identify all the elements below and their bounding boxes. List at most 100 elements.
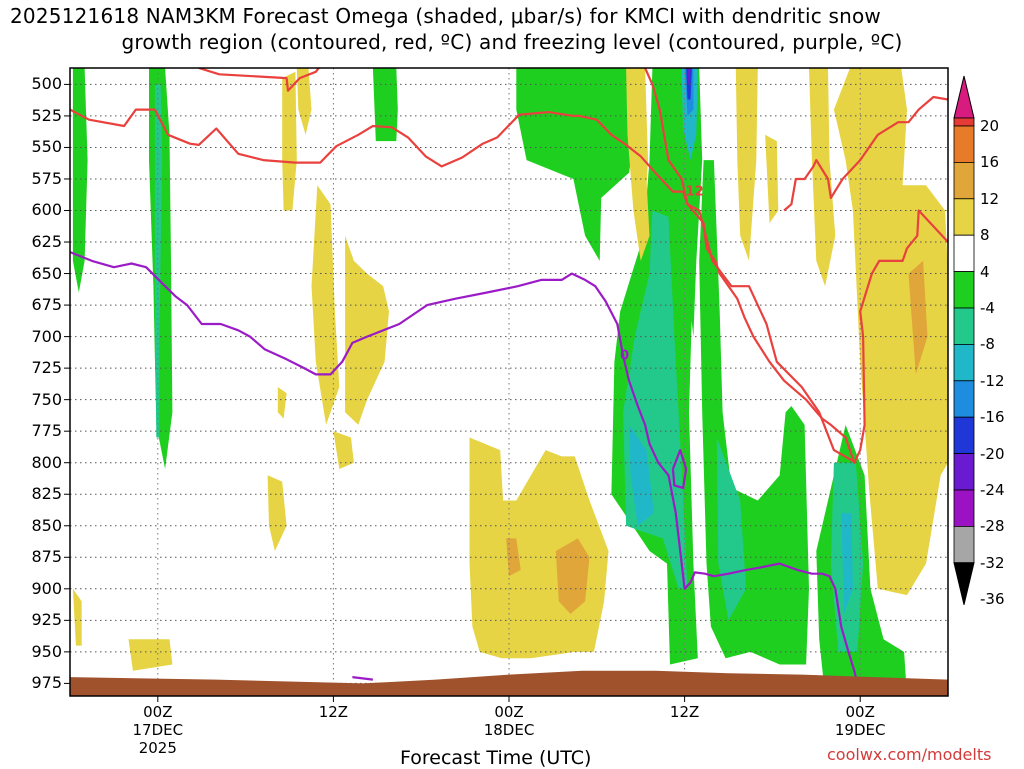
omega-shade-region xyxy=(841,513,853,614)
colorbar-label: 8 xyxy=(980,226,990,245)
x-tick-label: 12Z xyxy=(318,703,349,721)
freezing-level-contour xyxy=(671,449,688,489)
colorbar-bin xyxy=(953,307,975,345)
omega-shade-region xyxy=(833,68,948,596)
omega-shade-region xyxy=(277,387,287,419)
freezing-level-contour xyxy=(70,251,862,696)
dgz-contour xyxy=(783,95,948,212)
colorbar-bin xyxy=(953,416,975,455)
x-tick-label: 2025 xyxy=(138,739,177,757)
omega-shade-region xyxy=(735,68,758,261)
dgz-contour xyxy=(198,68,320,92)
x-tick-label: 18DEC xyxy=(483,721,535,739)
dgz-contour xyxy=(644,68,857,464)
colorbar-bin xyxy=(953,117,975,127)
colorbar-label: -32 xyxy=(980,553,1005,572)
grid-lines xyxy=(64,68,948,702)
colorbar-bin xyxy=(953,198,975,236)
x-axis-title: Forecast Time (UTC) xyxy=(400,747,592,769)
y-tick-label: 675 xyxy=(31,295,62,315)
omega-shade-region xyxy=(333,431,354,469)
y-tick-label: 825 xyxy=(31,484,62,504)
omega-shade-region xyxy=(908,260,928,375)
omega-shade-region xyxy=(154,84,163,438)
colorbar-bin xyxy=(953,489,975,527)
colorbar-label: 16 xyxy=(980,153,1000,172)
x-tick-label: 19DEC xyxy=(834,721,886,739)
colorbar-label: -36 xyxy=(980,590,1005,609)
omega-shade-region xyxy=(72,68,88,293)
omega-shade-region xyxy=(629,424,654,526)
y-tick-label: 575 xyxy=(31,168,62,188)
omega-shade-region xyxy=(282,71,297,211)
colorbar-bin xyxy=(953,526,975,564)
colorbar-bottom-arrow xyxy=(953,562,975,605)
colorbar-bin xyxy=(953,453,975,491)
colorbar-bin xyxy=(953,343,975,382)
omega-shade-region xyxy=(372,68,398,142)
x-tick-label: 12Z xyxy=(669,703,700,721)
y-tick-label: 550 xyxy=(31,137,62,157)
ground-surface xyxy=(70,670,948,696)
y-tick-label: 600 xyxy=(31,200,62,220)
colorbar-bin xyxy=(953,234,975,272)
y-tick-label: 775 xyxy=(31,421,62,441)
omega-colorbar xyxy=(953,75,975,605)
y-tick-label: 500 xyxy=(31,74,62,94)
colorbar-top-arrow xyxy=(953,75,975,119)
omega-shade-region xyxy=(72,588,82,646)
omega-shade-region xyxy=(809,68,836,287)
omega-shade-region xyxy=(506,538,521,577)
y-tick-label: 800 xyxy=(31,452,62,472)
ground-layer xyxy=(70,670,948,696)
y-tick-label: 900 xyxy=(31,578,62,598)
contour-label: 0 xyxy=(620,349,629,364)
omega-shade-region xyxy=(149,68,173,469)
y-tick-label: 950 xyxy=(31,641,62,661)
colorbar-label: 20 xyxy=(980,117,1000,135)
y-tick-label: 875 xyxy=(31,547,62,567)
y-tick-label: 525 xyxy=(31,105,62,125)
x-tick-label: 00Z xyxy=(143,703,173,721)
y-tick-label: 925 xyxy=(31,610,62,630)
colorbar-label: 12 xyxy=(980,189,1000,208)
colorbar-label: -28 xyxy=(980,517,1005,536)
omega-shade-region xyxy=(128,639,173,671)
colorbar-label: -12 xyxy=(980,371,1005,390)
dgz-contour xyxy=(70,108,948,464)
omega-shade-region xyxy=(687,68,691,85)
x-tick-label: 00Z xyxy=(845,703,875,721)
colorbar-label: -24 xyxy=(980,481,1005,499)
omega-shade-region xyxy=(681,68,698,161)
omega-shade-region xyxy=(469,437,609,659)
colorbar-label: 4 xyxy=(980,262,990,281)
colorbar-label: -16 xyxy=(980,408,1005,427)
freezing-level-contour xyxy=(352,676,374,681)
omega-shade-region xyxy=(345,235,389,425)
y-tick-label: 725 xyxy=(31,358,62,378)
plot-frame xyxy=(69,67,949,697)
colorbar-label: -8 xyxy=(980,335,995,354)
chart-title-line-2: growth region (contoured, red, ºC) and f… xyxy=(121,30,903,54)
x-tick-label: 00Z xyxy=(494,703,524,721)
colorbar-label: -4 xyxy=(980,299,995,317)
colorbar-bin xyxy=(953,271,975,309)
omega-shade-region xyxy=(516,68,640,261)
y-tick-label: 750 xyxy=(31,389,62,409)
omega-shade-region xyxy=(267,475,287,551)
y-tick-label: 700 xyxy=(31,326,62,346)
y-tick-label: 975 xyxy=(31,673,62,693)
site-credit: coolwx.com/modelts xyxy=(827,745,992,764)
colorbar-label: -20 xyxy=(980,444,1005,463)
omega-shade-region xyxy=(765,134,779,224)
y-tick-label: 625 xyxy=(31,232,62,252)
omega-shade-region xyxy=(633,153,650,261)
colorbar-bin xyxy=(953,380,975,418)
y-tick-label: 850 xyxy=(31,515,62,535)
colorbar-bin xyxy=(953,125,975,163)
x-tick-label: 17DEC xyxy=(132,721,184,739)
chart-title-line-1: 2025121618 NAM3KM Forecast Omega (shaded… xyxy=(10,4,881,28)
y-tick-label: 650 xyxy=(31,263,62,283)
contour-layer: -120 xyxy=(70,68,948,696)
